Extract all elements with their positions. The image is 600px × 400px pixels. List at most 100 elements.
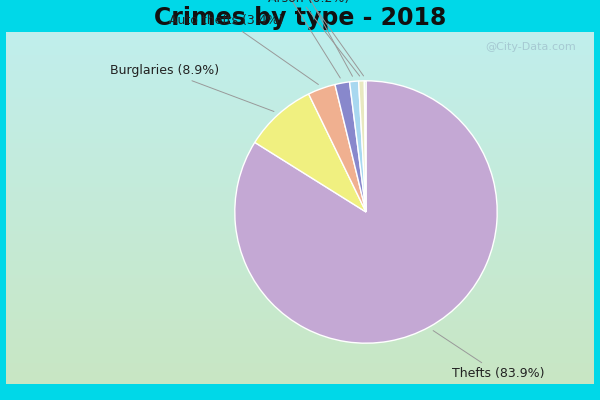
Bar [6, 71, 594, 72]
Bar [6, 245, 594, 247]
Bar [6, 160, 594, 162]
Text: Arson (0.2%): Arson (0.2%) [268, 0, 364, 76]
Bar [6, 266, 594, 268]
Bar [6, 377, 594, 379]
Bar [6, 259, 594, 261]
Wedge shape [364, 81, 366, 212]
Bar [6, 152, 594, 154]
Bar [0, 0, 600, 32]
Bar [6, 215, 594, 217]
Wedge shape [350, 81, 366, 212]
Bar [6, 287, 594, 289]
Bar [6, 275, 594, 277]
Bar [0, 384, 600, 400]
Bar [6, 238, 594, 240]
Bar [6, 39, 594, 41]
Bar [6, 145, 594, 146]
Bar [6, 361, 594, 363]
Bar [594, 0, 600, 400]
Bar [6, 53, 594, 55]
Bar [6, 55, 594, 57]
Bar [6, 342, 594, 344]
Bar [6, 286, 594, 287]
Bar [6, 278, 594, 280]
Bar [6, 270, 594, 271]
Bar [6, 66, 594, 67]
Bar [6, 268, 594, 270]
Bar [6, 292, 594, 294]
Bar [6, 374, 594, 375]
Bar [6, 101, 594, 102]
Bar [6, 236, 594, 238]
Bar [6, 110, 594, 111]
Bar [6, 48, 594, 50]
Bar [6, 32, 594, 34]
Bar [6, 164, 594, 166]
Bar [6, 141, 594, 143]
Bar [6, 108, 594, 110]
Bar [6, 204, 594, 206]
Bar [6, 282, 594, 284]
Bar [6, 277, 594, 278]
Bar [6, 284, 594, 286]
Bar [6, 143, 594, 145]
Bar [6, 296, 594, 298]
Bar [6, 88, 594, 90]
Bar [6, 146, 594, 148]
Bar [6, 365, 594, 366]
Bar [6, 229, 594, 231]
Bar [6, 301, 594, 303]
Bar [6, 291, 594, 292]
Bar [6, 379, 594, 380]
Bar [6, 41, 594, 42]
Bar [6, 78, 594, 80]
Bar [6, 64, 594, 66]
Bar [6, 155, 594, 157]
Bar [6, 234, 594, 236]
Bar [6, 67, 594, 69]
Bar [6, 262, 594, 264]
Bar [6, 154, 594, 155]
Bar [6, 366, 594, 368]
Text: Crimes by type - 2018: Crimes by type - 2018 [154, 6, 446, 30]
Bar [6, 224, 594, 226]
Bar [6, 127, 594, 129]
Bar [6, 212, 594, 213]
Bar [6, 306, 594, 308]
Bar [6, 162, 594, 164]
Bar [6, 130, 594, 132]
Bar [6, 336, 594, 338]
Bar [6, 60, 594, 62]
Bar [6, 159, 594, 160]
Bar [6, 180, 594, 182]
Bar [6, 115, 594, 116]
Text: Auto thefts (3.4%): Auto thefts (3.4%) [169, 14, 319, 84]
Bar [6, 138, 594, 139]
Bar [6, 380, 594, 382]
Bar [6, 243, 594, 245]
Bar [6, 208, 594, 210]
Bar [6, 116, 594, 118]
Bar [6, 189, 594, 190]
Bar [6, 129, 594, 130]
Bar [6, 173, 594, 174]
Bar [6, 242, 594, 243]
Bar [6, 37, 594, 39]
Bar [6, 122, 594, 124]
Bar [6, 206, 594, 208]
Bar [6, 201, 594, 203]
Bar [6, 120, 594, 122]
Bar [6, 199, 594, 201]
Bar [6, 289, 594, 291]
Bar [6, 90, 594, 92]
Bar [6, 203, 594, 204]
Bar [6, 169, 594, 171]
Bar [6, 85, 594, 86]
Bar [6, 125, 594, 127]
Text: Burglaries (8.9%): Burglaries (8.9%) [110, 64, 274, 112]
Bar [6, 300, 594, 301]
Bar [6, 233, 594, 234]
Bar [6, 363, 594, 365]
Bar [6, 106, 594, 108]
Bar [6, 72, 594, 74]
